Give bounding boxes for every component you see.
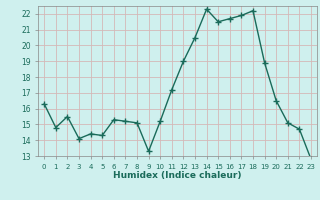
X-axis label: Humidex (Indice chaleur): Humidex (Indice chaleur) [113, 171, 242, 180]
